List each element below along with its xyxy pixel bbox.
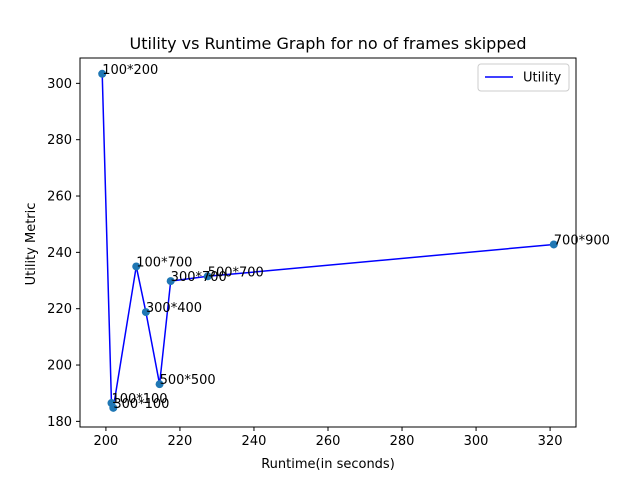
x-tick-label: 260 bbox=[316, 434, 341, 449]
legend-box bbox=[477, 63, 570, 92]
data-point-marker bbox=[155, 380, 164, 389]
x-tick-label: 300 bbox=[464, 434, 489, 449]
plot-area: 200 220 240 260 280 300 320 180 200 220 240 260 280 3… bbox=[47, 57, 610, 449]
data-point-label: 100*100 bbox=[111, 392, 167, 407]
data-point-marker bbox=[549, 240, 558, 249]
x-axis-label: Runtime(in seconds) bbox=[261, 457, 395, 472]
y-tick-label: 200 bbox=[47, 359, 72, 374]
x-tick-label: 280 bbox=[390, 434, 415, 449]
data-point-label: 300*100 bbox=[113, 397, 169, 412]
data-point-marker bbox=[132, 262, 141, 271]
y-tick-label: 280 bbox=[47, 133, 72, 148]
x-tick-label: 240 bbox=[242, 434, 267, 449]
data-point-marker bbox=[141, 308, 150, 317]
data-point-marker bbox=[203, 272, 212, 281]
y-axis-label: Utility Metric bbox=[24, 203, 39, 286]
legend-label-utility: Utility bbox=[523, 71, 562, 86]
data-point-label: 100*200 bbox=[102, 63, 158, 78]
data-point-label: 500*500 bbox=[160, 373, 216, 388]
chart-title: Utility vs Runtime Graph for no of frame… bbox=[130, 34, 527, 53]
data-point-marker bbox=[109, 403, 118, 412]
y-tick-label: 240 bbox=[47, 246, 72, 261]
data-point-marker bbox=[98, 69, 107, 78]
x-tick-label: 200 bbox=[93, 434, 118, 449]
data-point-marker bbox=[166, 277, 175, 286]
data-point-label: 300*400 bbox=[146, 301, 202, 316]
legend: Utility bbox=[477, 63, 570, 92]
y-tick-label: 180 bbox=[47, 415, 72, 430]
data-point-label: 700*900 bbox=[554, 233, 610, 248]
x-tick-label: 320 bbox=[538, 434, 563, 449]
x-tick-label: 220 bbox=[168, 434, 193, 449]
y-tick-label: 260 bbox=[47, 190, 72, 205]
data-point-label: 300*700 bbox=[171, 270, 227, 285]
y-tick-label: 220 bbox=[47, 302, 72, 317]
data-point-label: 100*700 bbox=[136, 255, 192, 270]
y-tick-label: 300 bbox=[47, 77, 72, 92]
data-point-label: 500*700 bbox=[208, 265, 264, 280]
